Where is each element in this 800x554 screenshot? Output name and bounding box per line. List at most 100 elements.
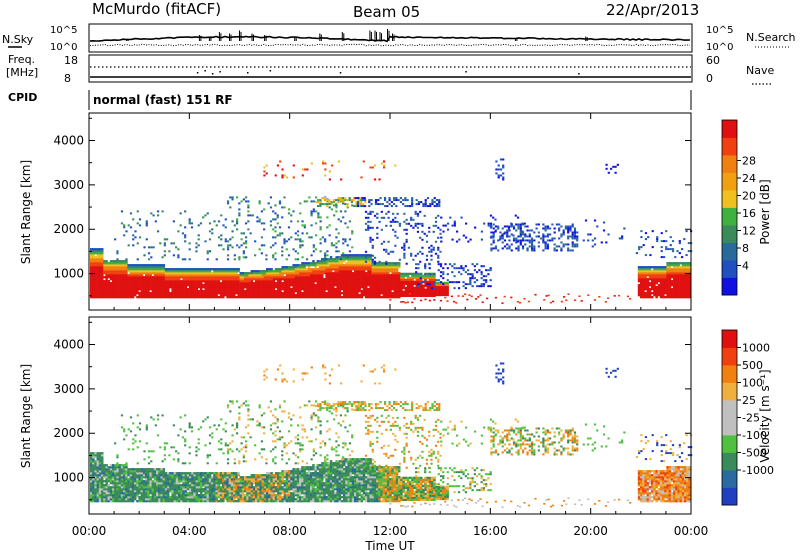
heatmap-cell [222,282,225,285]
heatmap-cell [433,281,436,284]
heatmap-cell [103,272,106,275]
heatmap-cell [179,212,182,215]
heatmap-cell [213,296,216,299]
heatmap-cell [332,290,335,293]
heatmap-cell [171,276,174,279]
heatmap-cell [356,296,359,299]
heatmap-cell [184,280,188,283]
heatmap-cell [224,278,227,281]
heatmap-cell [125,268,128,271]
heatmap-cell [675,270,678,273]
heatmap-cell [288,288,291,291]
heatmap-cell [241,292,245,295]
heatmap-cell [400,290,403,293]
heatmap-cell [310,214,313,217]
heatmap-cell [519,233,522,236]
heatmap-cell [392,228,395,231]
heatmap-cell [653,284,656,287]
heatmap-cell [336,286,339,289]
heatmap-cell [330,244,333,247]
heatmap-cell [450,295,453,298]
heatmap-cell [446,289,449,293]
heatmap-cell [334,292,337,295]
heatmap-cell [105,260,108,263]
heatmap-cell [365,292,368,295]
heatmap-cell [403,220,406,223]
heatmap-cell [480,271,483,274]
heatmap-cell [164,284,168,287]
heatmap-cell [666,296,669,299]
heatmap-cell [364,210,368,213]
heatmap-cell [618,294,621,297]
heatmap-cell [94,260,97,263]
heatmap-cell [256,216,259,219]
heatmap-cell [215,272,218,275]
heatmap-cell [685,254,688,257]
heatmap-cell [197,234,200,237]
heatmap-cell [523,222,526,225]
heatmap-cell [294,290,298,293]
heatmap-cell [345,258,348,261]
heatmap-cell [136,486,139,489]
heatmap-cell [310,282,313,285]
heatmap-cell [469,281,472,284]
heatmap-cell [156,280,159,283]
heatmap-cell [178,288,181,291]
heatmap-cell [321,268,324,271]
heatmap-cell [655,278,658,281]
heatmap-cell [332,294,335,297]
heatmap-cell [228,276,232,279]
heatmap-cell [651,292,654,295]
heatmap-cell [439,265,443,268]
heatmap-cell [241,296,245,299]
heatmap-cell [431,199,434,202]
heatmap-cell [312,268,315,271]
heatmap-cell [116,466,119,469]
heatmap-cell [142,288,146,291]
heatmap-cell [105,294,108,297]
heatmap-cell [98,264,102,267]
heatmap-cell [296,230,300,233]
heatmap-cell [679,294,683,297]
heatmap-cell [153,472,157,475]
heatmap-cell [562,243,565,246]
heatmap-cell [345,256,348,259]
heatmap-cell [98,464,102,467]
heatmap-cell [467,269,470,272]
heatmap-cell [138,280,141,283]
heatmap-cell [206,212,209,215]
heatmap-cell [666,286,669,289]
heatmap-cell [138,224,142,227]
heatmap-cell [242,242,245,245]
heatmap-cell [142,278,146,281]
heatmap-cell [188,218,191,221]
heatmap-cell [140,264,144,267]
heatmap-cell [112,482,115,485]
heatmap-cell [376,278,379,281]
heatmap-cell [285,270,289,273]
heatmap-cell [316,268,320,271]
heatmap-cell [356,282,359,285]
heatmap-cell [378,286,381,289]
heatmap-cell [308,236,311,239]
heatmap-cell [560,247,563,250]
heatmap-cell [373,256,377,259]
heatmap-cell [98,478,102,481]
heatmap-cell [402,292,405,295]
heatmap-cell [277,272,280,275]
heatmap-cell [197,268,201,271]
heatmap-cell [373,272,377,275]
heatmap-cell [191,288,194,291]
heatmap-cell [211,232,214,235]
heatmap-cell [349,256,353,259]
heatmap-cell [160,270,163,273]
heatmap-cell [98,286,102,289]
heatmap-cell [424,280,427,284]
heatmap-cell [327,260,331,263]
heatmap-cell [274,212,277,215]
heatmap-cell [149,268,152,271]
heatmap-cell [339,199,342,202]
heatmap-cell [332,201,336,204]
heatmap-cell [278,202,282,205]
heatmap-cell [92,248,95,251]
